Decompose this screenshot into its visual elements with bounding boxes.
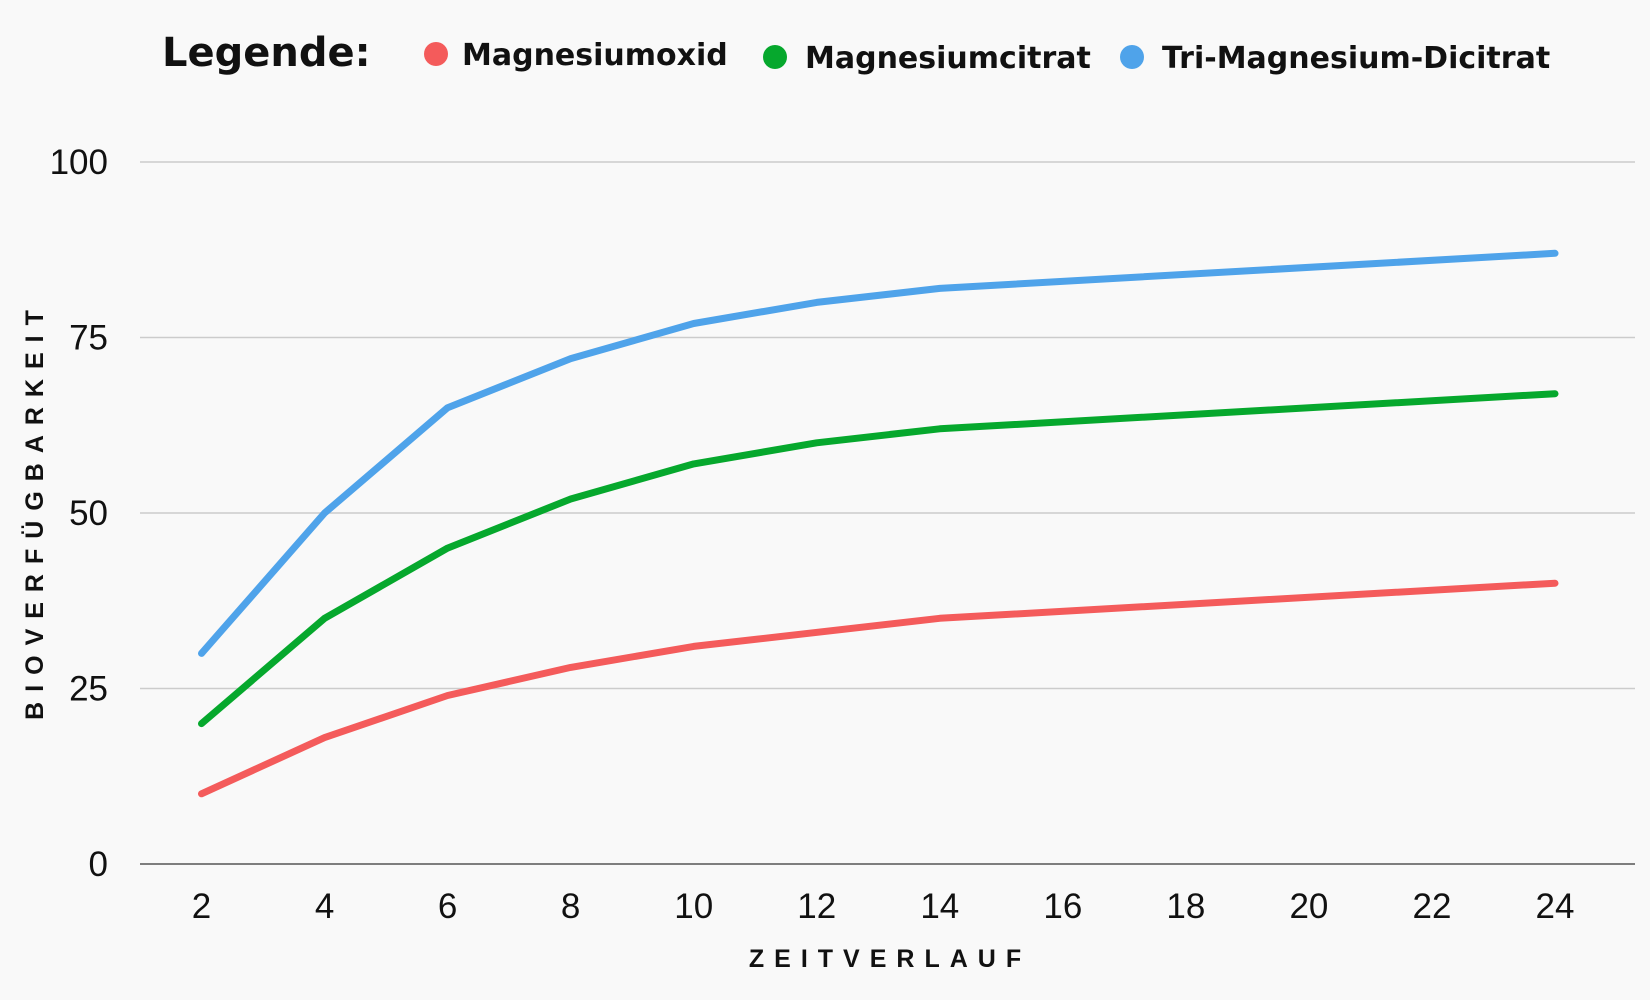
x-tick-label: 24 [1536,887,1575,926]
legend-label: Magnesiumcitrat [805,41,1091,76]
legend-label: Magnesiumoxid [462,38,728,73]
x-tick-label: 4 [315,887,334,926]
y-tick-label: 25 [69,670,108,709]
x-tick-label: 2 [192,887,211,926]
x-tick-label: 20 [1289,887,1328,926]
x-tick-label: 22 [1413,887,1452,926]
series-line-tri-magnesium-dicitrat [198,249,1559,657]
y-axis-ticks: 0 25 50 75 100 [50,143,108,884]
x-tick-label: 16 [1043,887,1082,926]
legend-marker [1120,45,1144,69]
y-tick-label: 50 [69,494,108,533]
x-tick-label: 10 [674,887,713,926]
legend-item: Magnesiumcitrat [763,41,1091,76]
legend-item: Magnesiumoxid [424,38,728,73]
x-tick-label: 8 [561,887,580,926]
legend-marker [424,42,448,66]
x-tick-label: 12 [797,887,836,926]
legend-item: Tri-Magnesium-Dicitrat [1120,41,1550,76]
legend: Legende: Magnesiumoxid Magnesiumcitrat Tri… [162,30,1550,76]
x-tick-label: 14 [920,887,959,926]
legend-title: Legende: [162,30,371,76]
y-tick-label: 0 [89,845,108,884]
y-axis-title: BIOVERFÜGBARKEIT [20,300,49,720]
x-axis-title: ZEITVERLAUF [749,945,1031,973]
series-line-magnesiumoxid [198,579,1559,798]
legend-label: Tri-Magnesium-Dicitrat [1162,41,1550,76]
gridlines [140,161,1635,865]
series-line-magnesiumcitrat [198,390,1559,728]
x-axis-ticks: 2 4 6 8 10 12 14 16 18 20 22 24 [192,887,1575,926]
legend-marker [763,45,787,69]
y-tick-label: 75 [69,319,108,358]
x-tick-label: 6 [438,887,457,926]
x-tick-label: 18 [1166,887,1205,926]
series-lines [198,249,1559,798]
y-tick-label: 100 [50,143,108,182]
